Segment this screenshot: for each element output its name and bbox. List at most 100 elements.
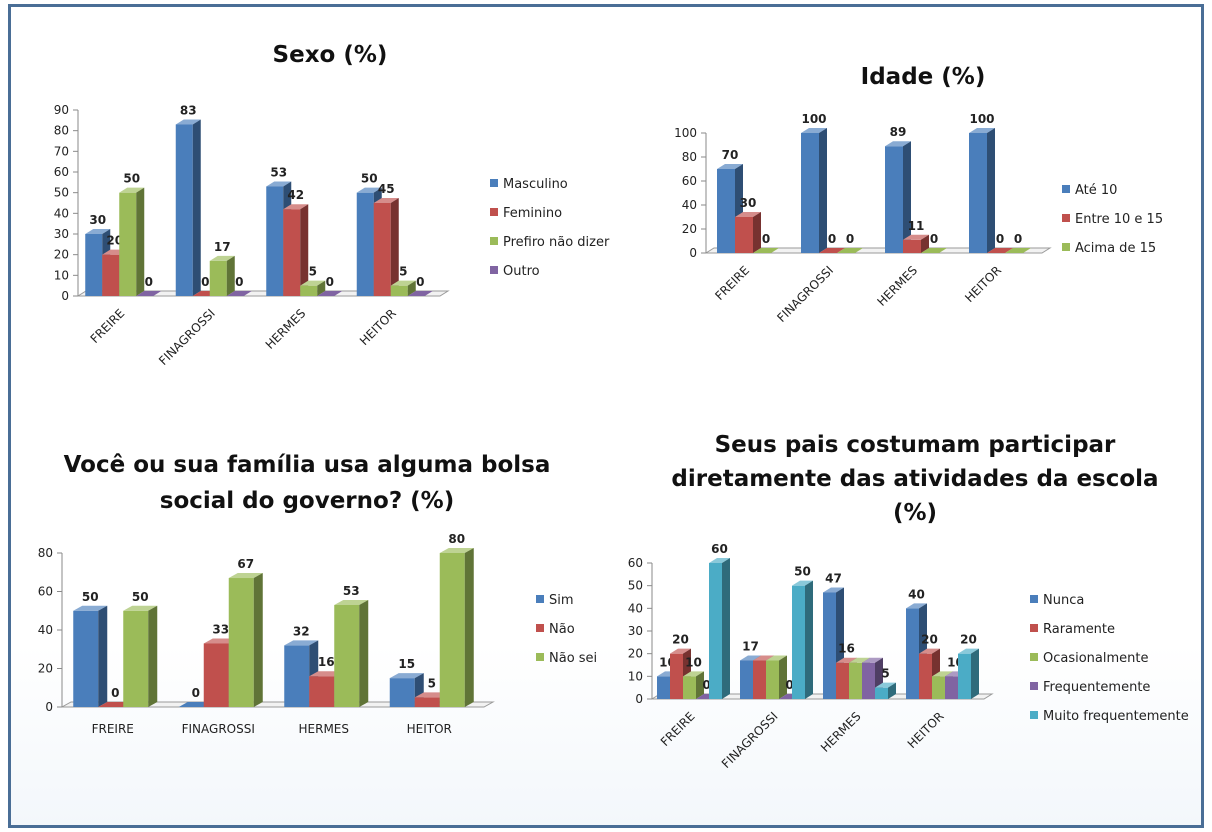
bar-front [228,578,254,707]
bar-flat [921,248,947,253]
bar [175,119,201,296]
data-label: 60 [711,542,728,556]
bar-front [373,203,391,296]
bar-top [439,548,474,553]
bar-front [753,660,766,699]
legend-label: Ocasionalmente [1043,651,1149,666]
y-tick-label: 80 [38,546,53,560]
data-label: 53 [270,165,287,179]
data-label: 20 [921,633,938,647]
bar [373,198,399,296]
bar-flat [753,248,779,253]
y-tick-label: 60 [628,556,643,570]
bar-side [888,682,896,699]
y-tick-label: 80 [54,124,69,138]
bar-front [102,254,120,296]
bar-front [945,676,958,699]
bar [439,548,474,707]
data-label: 5 [309,265,317,279]
bar-side [819,128,827,253]
bar-front [836,662,849,699]
legend-item: Frequentemente [1030,680,1150,695]
legend-swatch [1030,711,1038,719]
chart-title-line: Seus pais costumam participar [715,432,1116,458]
data-label: 0 [762,232,770,246]
data-label: 67 [237,557,254,571]
data-label: 53 [343,584,360,598]
data-label: 20 [106,234,123,248]
legend-swatch [536,624,544,632]
bar-top [849,657,870,663]
data-label: 16 [318,655,335,669]
bar-front [284,645,310,707]
bar [792,580,813,699]
data-label: 16 [838,642,855,656]
bar-front [735,217,753,253]
bar-top [266,181,292,187]
bar-side [390,198,399,296]
bar-top [73,605,108,611]
legend-label: Frequentemente [1043,680,1150,695]
legend-label: Outro [503,264,540,279]
bar-front [849,662,862,699]
bar-side [753,212,761,253]
legend-label: Até 10 [1075,183,1117,198]
bar-front [283,209,301,296]
bar-side [407,280,416,296]
bar [801,128,827,253]
bar-side [136,187,145,296]
bar-top [389,673,424,679]
bar-top [284,640,319,646]
data-label: 10 [685,655,702,669]
bar-top [932,671,953,677]
legend-item: Nunca [1030,593,1084,608]
bar-front [309,676,335,707]
y-tick-label: 100 [674,126,697,140]
bar-front [801,133,819,253]
bar-front [334,604,360,707]
legend-swatch [490,208,498,216]
legend-label: Feminino [503,206,562,221]
legend-label: Nunca [1043,593,1084,608]
y-tick-label: 70 [54,144,69,158]
y-tick-label: 0 [45,700,53,714]
legend-item: Raramente [1030,622,1115,637]
bar-flat [136,291,162,296]
legend-item: Ocasionalmente [1030,651,1149,666]
data-label: 0 [192,686,200,700]
legend-item: Acima de 15 [1062,241,1156,256]
y-tick-label: 20 [628,647,643,661]
bar-side [903,141,911,253]
bar-side [921,234,929,253]
data-label: 50 [82,590,99,604]
data-label: 5 [399,265,407,279]
data-label: 42 [287,188,304,202]
y-tick-label: 60 [682,174,697,188]
data-label: 5 [428,676,436,690]
category-label: FREIRE [92,722,134,736]
data-label: 50 [361,172,378,186]
y-tick-label: 20 [38,662,53,676]
legend-label: Não sei [549,651,597,666]
bar-top [919,648,940,654]
legend-item: Sim [536,593,574,608]
data-label: 33 [212,622,229,636]
chart-title-line: Sexo (%) [273,42,388,68]
bar [73,605,108,707]
data-label: 0 [996,232,1004,246]
legend-swatch [1030,624,1038,632]
bar-front [85,234,103,296]
bar-top [885,141,911,147]
y-tick-label: 40 [38,623,53,637]
bar-front [390,285,408,296]
bar-top [823,587,844,593]
data-label: 100 [969,112,994,126]
bar-top [683,671,704,677]
bar-flat [407,291,433,296]
bar-top [300,280,326,286]
data-label: 89 [890,125,907,139]
bar-front [717,169,735,253]
bar-flat [819,248,845,253]
bar-front [670,653,683,699]
